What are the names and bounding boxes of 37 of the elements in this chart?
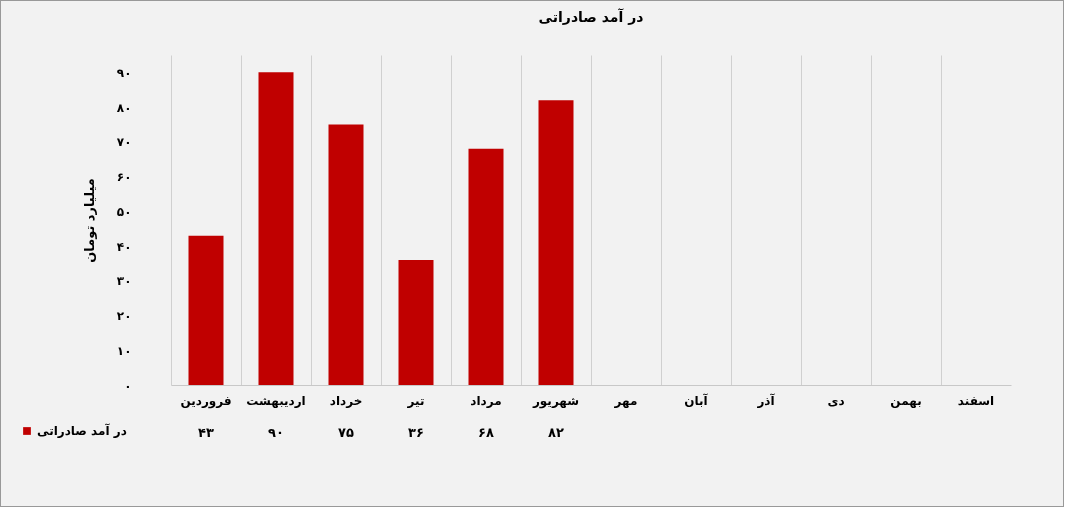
bar [188, 235, 224, 385]
y-axis-title: میلیارد تومان [81, 178, 97, 263]
x-tick-label: مهر [613, 393, 638, 408]
y-tick-label: ۸۰ [116, 100, 132, 115]
y-tick-label: ۳۰ [116, 274, 132, 289]
y-tick-label: ۱۰ [116, 343, 132, 358]
bar [328, 124, 364, 385]
x-tick-label: بهمن [890, 393, 922, 408]
y-tick-label: ۵۰ [116, 204, 132, 219]
data-label: ۶۸ [478, 425, 494, 440]
data-label: ۴۳ [198, 425, 214, 440]
x-tick-label: دی [827, 393, 845, 408]
y-tick-label: ۰ [124, 378, 132, 393]
x-tick-label: شهریور [531, 393, 580, 409]
bar [258, 72, 294, 385]
data-label: ۳۶ [408, 425, 424, 440]
x-tick-label: خرداد [329, 393, 363, 408]
bar [538, 100, 574, 385]
data-label: ۷۵ [338, 425, 354, 440]
legend-label: در آمد صادراتی [37, 423, 127, 438]
y-tick-label: ۶۰ [116, 170, 132, 185]
data-label: ۸۲ [548, 425, 564, 440]
bar [468, 148, 504, 385]
bar [398, 259, 434, 385]
data-label: ۹۰ [268, 425, 284, 440]
x-tick-label: اردیبهشت [246, 393, 306, 408]
x-tick-label: تیر [406, 393, 425, 408]
y-tick-label: ۲۰ [116, 309, 132, 324]
x-tick-label: فروردین [180, 393, 232, 409]
x-tick-label: آذر [756, 392, 776, 408]
y-tick-label: ۷۰ [116, 135, 132, 150]
x-tick-label: اسفند [957, 393, 995, 408]
x-tick-label: آبان [684, 392, 709, 408]
y-tick-label: ۹۰ [116, 65, 132, 80]
x-tick-label: مرداد [470, 393, 502, 408]
y-tick-label: ۴۰ [116, 239, 132, 254]
chart-title: در آمد صادراتی [538, 8, 644, 25]
